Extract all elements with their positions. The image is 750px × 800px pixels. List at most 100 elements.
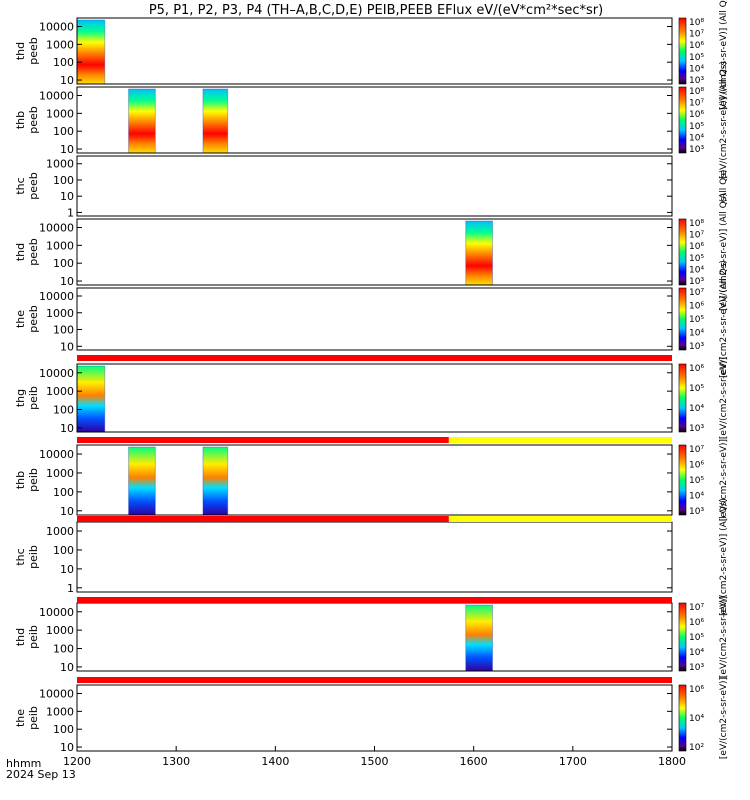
colorbar-tick-label: 10³: [689, 145, 704, 155]
y-axis-label-instrument: peib: [27, 386, 40, 410]
colorbar: [678, 86, 687, 154]
colorbar-tick-label: 10⁵: [689, 53, 704, 63]
y-tick-label: 10: [60, 340, 74, 353]
y-tick-label: 1000: [46, 38, 74, 51]
colorbar-tick-label: 10⁵: [689, 384, 704, 394]
panel-8: 10000 1000 100 10 thd peib 10⁷ 10⁶ 10⁵ 10⁴ 10³ [eV/…: [14, 596, 729, 678]
y-tick-label: 10000: [39, 21, 74, 34]
colorbar-tick-label: 10⁵: [689, 633, 704, 643]
x-tick-label: 1400: [261, 755, 289, 768]
colorbar-tick-label: 10²: [689, 743, 704, 753]
colorbar-tick-label: 10⁴: [689, 133, 704, 143]
colorbar-tick-label: 10⁷: [689, 288, 704, 298]
colorbar-tick-label: 10⁶: [689, 41, 704, 51]
colorbar: [678, 363, 687, 433]
colorbar-tick-label: 10³: [689, 342, 704, 352]
y-tick-label: 1000: [46, 705, 74, 718]
y-axis-label-probe: thb: [14, 471, 27, 489]
panel-4: 10000 1000 100 10 the peeb 10⁷ 10⁶ 10⁵ 10⁴ 10³ [eV/…: [14, 260, 729, 378]
y-tick-label: 1000: [46, 525, 74, 538]
colorbar-tick-label: 10⁶: [689, 110, 704, 120]
y-tick-label: 10000: [39, 367, 74, 380]
quality-flag-bar: [77, 516, 449, 522]
quality-flag-bar: [77, 677, 672, 683]
panel-frame: [76, 155, 673, 217]
colorbar-tick-label: 10⁶: [689, 685, 704, 695]
colorbar-tick-label: 10⁸: [689, 18, 704, 28]
colorbar-title: [eV/(cm2-s-sr-eV)] (All Qs): [719, 260, 729, 378]
colorbar-tick-label: 10⁴: [689, 265, 704, 275]
colorbar-title: [eV/(cm2-s-sr-eV)] (All Qs): [719, 61, 729, 179]
y-axis-label-instrument: peib: [27, 468, 40, 492]
y-tick-label: 100: [53, 404, 74, 417]
panel-frame: [76, 17, 673, 85]
y-tick-label: 1: [67, 582, 74, 595]
colorbar-tick-label: 10³: [689, 277, 704, 287]
y-axis-label-instrument: peeb: [27, 106, 40, 134]
colorbar-title: [eV/(cm2-s-sr-eV)] (All Qs): [719, 0, 729, 110]
y-axis-label-probe: thd: [14, 42, 27, 60]
spectrogram-block: [77, 20, 105, 84]
colorbar-tick-label: 10³: [689, 76, 704, 86]
colorbar-tick-label: 10⁴: [689, 492, 704, 502]
panel-frame: [76, 602, 673, 672]
colorbar-tick-label: 10⁶: [689, 242, 704, 252]
y-tick-label: 100: [53, 257, 74, 270]
quality-flag-bar: [448, 516, 672, 522]
colorbar-title: [eV/(cm2-s-sr-eV)] (All Qs): [719, 498, 729, 616]
y-axis-label-probe: thd: [14, 628, 27, 646]
colorbar-tick-label: 10⁴: [689, 329, 704, 339]
y-axis-label-instrument: peib: [27, 545, 40, 569]
x-tick-label: 1600: [460, 755, 488, 768]
panel-6: 10000 1000 100 10 thb peib 10⁷ 10⁶ 10⁵ 10⁴ 10³ [eV/…: [14, 439, 729, 521]
y-axis-label-instrument: peeb: [27, 37, 40, 65]
colorbar: [678, 287, 687, 351]
colorbar-tick-label: 10⁵: [689, 476, 704, 486]
y-tick-label: 100: [53, 544, 74, 557]
x-tick-label: 1300: [162, 755, 190, 768]
colorbar-tick-label: 10⁴: [689, 714, 704, 724]
colorbar-tick-label: 10⁶: [689, 461, 704, 471]
y-tick-label: 100: [53, 174, 74, 187]
colorbar-tick-label: 10⁶: [689, 302, 704, 312]
panel-5: 10000 1000 100 10 thg peib 10⁶ 10⁵ 10⁴ 10³ [eV/(cm…: [14, 357, 729, 439]
colorbar-title: [eV/(cm2-s-sr-eV)]: [719, 677, 729, 759]
y-tick-label: 100: [53, 324, 74, 337]
colorbar: [678, 218, 687, 286]
colorbar-tick-label: 10⁶: [689, 618, 704, 628]
y-tick-label: 1000: [46, 107, 74, 120]
y-tick-label: 1000: [46, 307, 74, 320]
y-axis-label-instrument: peib: [27, 625, 40, 649]
colorbar-tick-label: 10⁸: [689, 219, 704, 229]
colorbar-tick-label: 10⁶: [689, 364, 704, 374]
quality-flag-bar: [77, 597, 672, 603]
y-tick-label: 10000: [39, 448, 74, 461]
y-tick-label: 10: [60, 190, 74, 203]
colorbar: [678, 444, 687, 516]
y-tick-label: 10000: [39, 222, 74, 235]
x-tick-label: 1800: [658, 755, 686, 768]
y-tick-label: 10000: [39, 290, 74, 303]
panel-2: 1000 100 10 1 thc peeb (All Qs): [14, 155, 729, 219]
colorbar-tick-label: 10⁴: [689, 64, 704, 74]
colorbar-title: [eV/(cm2-s-sr-eV)] (All Qs): [719, 193, 729, 311]
y-tick-label: 1: [67, 206, 74, 219]
colorbar-tick-label: 10⁸: [689, 87, 704, 97]
y-axis-label-probe: thc: [14, 177, 27, 194]
colorbar-tick-label: 10³: [689, 424, 704, 434]
y-tick-label: 10: [60, 143, 74, 156]
spectrogram-block: [465, 221, 493, 285]
quality-flag-bar: [77, 355, 672, 361]
colorbar-title: (All Qs): [719, 170, 729, 203]
colorbar-title: [eV/(cm2-s-sr-eV)]: [719, 357, 729, 439]
x-tick-label: 1700: [559, 755, 587, 768]
y-axis-label-instrument: peeb: [27, 238, 40, 266]
y-tick-label: 1000: [46, 239, 74, 252]
colorbar-tick-label: 10³: [689, 507, 704, 517]
x-tick-label: 1500: [361, 755, 389, 768]
panel-frame: [76, 86, 673, 154]
y-tick-label: 10: [60, 741, 74, 754]
y-axis-label-probe: thg: [14, 389, 27, 407]
y-tick-label: 100: [53, 486, 74, 499]
